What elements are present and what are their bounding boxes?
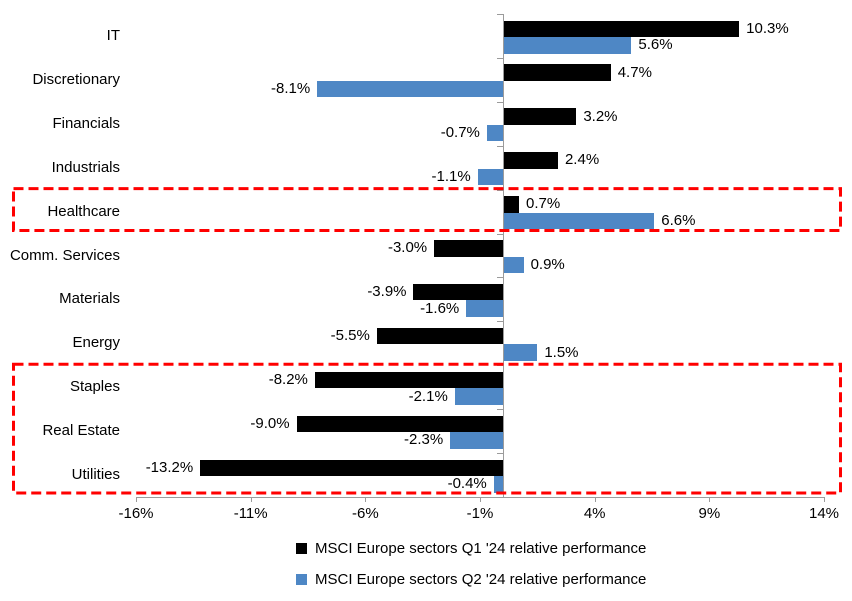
value-label-q1-real-estate: -9.0% (250, 414, 290, 432)
value-label-q2-industrials: -1.1% (431, 167, 471, 185)
value-label-q2-utilities: -0.4% (447, 475, 487, 493)
x-tick-label: 9% (698, 505, 721, 522)
bar-q1-industrials (502, 152, 558, 169)
x-tick-label: 4% (583, 505, 606, 522)
bar-q1-materials (413, 283, 503, 301)
value-label-q1-healthcare: 0.7% (525, 195, 561, 213)
value-label-q1-utilities: -13.2% (145, 458, 194, 476)
x-tick-label: -1% (466, 505, 494, 522)
value-label-q2-it: 5.6% (638, 36, 673, 54)
bar-q2-it (502, 37, 632, 54)
value-label-q1-financials: 3.2% (583, 107, 618, 125)
bar-q2-industrials (477, 168, 503, 186)
value-label-q1-discretionary: 4.7% (617, 63, 652, 81)
bar-q2-comm-services (502, 256, 524, 274)
x-tick-label: -11% (233, 505, 268, 522)
category-tick (496, 233, 503, 235)
category-tick (496, 101, 503, 103)
legend-label-q1: MSCI Europe sectors Q1 '24 relative perf… (315, 539, 647, 557)
category-label-industrials: Industrials (51, 158, 120, 176)
value-label-q1-comm-services: -3.0% (387, 239, 428, 257)
legend-label-q2: MSCI Europe sectors Q2 '24 relative perf… (315, 570, 647, 588)
bar-q2-energy (502, 344, 538, 361)
value-label-q2-real-estate: -2.3% (404, 431, 444, 449)
value-label-q1-it: 10.3% (746, 19, 789, 37)
category-label-energy: Energy (72, 334, 120, 352)
bar-q2-real-estate (450, 432, 503, 449)
highlight-box-healthcare (12, 187, 842, 233)
bar-q1-energy (376, 327, 503, 345)
bar-q1-it (502, 20, 740, 37)
value-label-q1-industrials: 2.4% (564, 151, 600, 169)
value-label-q2-materials: -1.6% (420, 299, 460, 317)
value-label-q2-staples: -2.1% (408, 387, 448, 405)
category-tick (496, 277, 503, 279)
category-tick (496, 14, 503, 15)
x-tick-label: -16% (118, 505, 154, 522)
x-tick (250, 497, 252, 502)
category-label-staples: Staples (69, 378, 120, 396)
bar-q2-staples (454, 388, 503, 405)
bar-q1-staples (314, 371, 503, 389)
x-tick-label: -6% (351, 505, 379, 522)
x-tick-label: 14% (808, 505, 840, 522)
value-label-q2-discretionary: -8.1% (271, 80, 311, 98)
bar-q1-real-estate (296, 415, 503, 433)
category-label-real-estate: Real Estate (42, 422, 120, 440)
value-label-q2-financials: -0.7% (440, 124, 480, 142)
bar-q2-healthcare (502, 212, 655, 230)
bar-q1-comm-services (434, 240, 503, 257)
legend-swatch-q1 (296, 542, 307, 554)
bar-q1-discretionary (502, 64, 611, 81)
category-tick (496, 321, 503, 323)
category-label-materials: Materials (59, 290, 120, 308)
bar-q2-utilities (493, 476, 503, 493)
value-label-q2-energy: 1.5% (544, 343, 579, 361)
y-axis-line (502, 14, 504, 497)
bar-q1-financials (502, 108, 577, 125)
value-label-q2-healthcare: 6.6% (661, 211, 696, 229)
category-tick (496, 57, 503, 59)
x-tick (480, 497, 481, 502)
x-tick (709, 497, 711, 502)
value-label-q1-materials: -3.9% (367, 283, 407, 301)
bar-q2-discretionary (317, 80, 503, 98)
bar-q2-materials (466, 300, 503, 317)
bar-q2-financials (486, 124, 503, 142)
value-label-q1-energy: -5.5% (330, 327, 370, 345)
category-label-discretionary: Discretionary (32, 70, 120, 88)
category-label-utilities: Utilities (71, 466, 120, 484)
category-label-financials: Financials (52, 114, 120, 132)
bar-q1-utilities (200, 459, 503, 477)
category-tick (496, 145, 503, 147)
x-tick (365, 497, 367, 502)
category-label-comm-services: Comm. Services (9, 246, 120, 264)
legend-swatch-q2 (296, 573, 307, 585)
value-label-q1-staples: -8.2% (268, 371, 308, 389)
bar-q1-healthcare (502, 196, 519, 213)
category-label-it: IT (106, 27, 120, 44)
legend-item-q2: MSCI Europe sectors Q2 '24 relative perf… (296, 568, 646, 590)
legend-item-q1: MSCI Europe sectors Q1 '24 relative perf… (296, 537, 646, 559)
x-tick (594, 497, 596, 502)
x-tick (136, 497, 137, 502)
x-tick (824, 497, 825, 502)
category-label-healthcare: Healthcare (47, 202, 120, 220)
value-label-q2-comm-services: 0.9% (530, 255, 565, 273)
